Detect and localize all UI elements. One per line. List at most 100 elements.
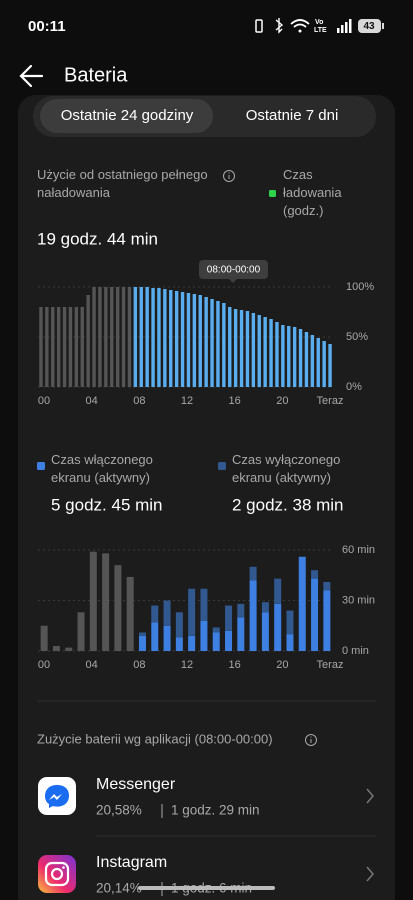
bar (328, 344, 332, 387)
bar-segment (65, 647, 73, 651)
bar-segment (323, 590, 331, 651)
usage-label: Użycie od ostatniego pełnego naładowania (37, 167, 211, 200)
charging-legend: Czas ładowania (godz.) (283, 167, 345, 218)
bar-segment (261, 612, 269, 651)
app-name: Messenger (96, 776, 176, 793)
legend-total: 2 godz. 38 min (232, 495, 344, 514)
legend-label: Czas włączonego ekranu (aktywny) (51, 452, 157, 485)
bar (169, 290, 173, 387)
bar-segment (52, 645, 60, 651)
tooltip-pointer (229, 279, 237, 283)
bar (39, 307, 43, 387)
tab[interactable]: Ostatnie 24 godziny (61, 107, 194, 124)
app-time: 1 godz. 29 min (171, 803, 260, 818)
bar-segment (212, 632, 220, 651)
bar (298, 329, 303, 387)
bar-segment (274, 578, 282, 604)
messenger-icon[interactable] (38, 777, 76, 815)
bar (310, 335, 315, 387)
legend-swatch (218, 462, 226, 470)
bar (139, 287, 143, 387)
bar-segment (323, 581, 331, 591)
x-tick-label: 00 (38, 395, 50, 407)
battery-level: 43 (363, 21, 375, 32)
bar-segment (274, 603, 282, 651)
bar-segment (212, 627, 220, 633)
status-time: 00:11 (28, 18, 66, 35)
bar-segment (138, 632, 146, 636)
legend-swatch (37, 462, 45, 470)
bar (56, 307, 61, 387)
legend-total: 5 godz. 45 min (51, 495, 163, 514)
chevron[interactable] (366, 788, 374, 804)
bar (251, 313, 256, 387)
bar (92, 287, 96, 387)
charging-legend-swatch (269, 190, 276, 197)
tab[interactable]: Ostatnie 7 dni (246, 107, 339, 124)
instagram-icon[interactable] (38, 855, 76, 893)
bar-segment (311, 570, 319, 579)
svg-text:LTE: LTE (314, 27, 327, 34)
bar (174, 291, 179, 387)
tab-selected[interactable] (40, 99, 213, 133)
y-tick-label: 60 min (342, 544, 375, 556)
legend-label: Czas wyłączonego ekranu (aktywny) (232, 452, 344, 485)
back-button[interactable] (19, 64, 44, 88)
bar-segment (261, 602, 269, 613)
info-icon[interactable] (305, 734, 317, 746)
bar (316, 338, 320, 387)
bar (186, 293, 191, 387)
bar-segment (138, 635, 146, 651)
x-tick-label: 20 (276, 659, 288, 671)
tooltip-text: 08:00-00:00 (207, 265, 261, 276)
bar (127, 287, 132, 387)
bar (275, 322, 279, 387)
y-tick-label: 0% (346, 381, 362, 393)
home-indicator (138, 886, 275, 890)
x-tick-label: 08 (133, 395, 145, 407)
apps-title: Zużycie baterii wg aplikacji (08:00-00:0… (37, 731, 273, 746)
bar (133, 287, 138, 387)
bar-segment (311, 578, 319, 651)
app-percent: 20,58% (96, 803, 142, 818)
bar-segment (77, 612, 85, 651)
bar-segment (188, 588, 196, 636)
bar (198, 295, 202, 387)
x-tick-label: 20 (276, 395, 288, 407)
y-tick-label: 30 min (342, 594, 375, 606)
bar (62, 307, 67, 387)
bar (157, 288, 161, 387)
svg-text:Vo: Vo (315, 19, 323, 26)
bar (257, 315, 261, 387)
bar (222, 303, 226, 387)
bar-segment (286, 634, 294, 651)
bar (281, 325, 285, 387)
usage-total: 19 godz. 44 min (37, 229, 158, 248)
bar-segment (188, 635, 196, 651)
bar (269, 319, 273, 387)
bar-segment (249, 580, 257, 651)
bar (192, 294, 197, 387)
bar (263, 317, 267, 387)
bar (45, 307, 49, 387)
bar (216, 301, 220, 387)
info-icon[interactable] (223, 170, 235, 182)
bar (151, 288, 155, 387)
bar-segment (225, 630, 233, 651)
bar (163, 289, 167, 387)
bar (245, 311, 250, 387)
bar-segment (40, 625, 48, 651)
bar-segment (225, 605, 233, 631)
bar (51, 307, 55, 387)
bar (121, 287, 126, 387)
bar-segment (175, 637, 183, 651)
bar (104, 287, 108, 387)
x-tick-label: 16 (229, 659, 241, 671)
bar-segment (286, 610, 294, 635)
chevron[interactable] (366, 866, 374, 882)
bar (80, 307, 84, 387)
bar (86, 295, 90, 387)
tooltip (199, 260, 268, 279)
bar (98, 287, 102, 387)
bar-segment (151, 605, 159, 623)
